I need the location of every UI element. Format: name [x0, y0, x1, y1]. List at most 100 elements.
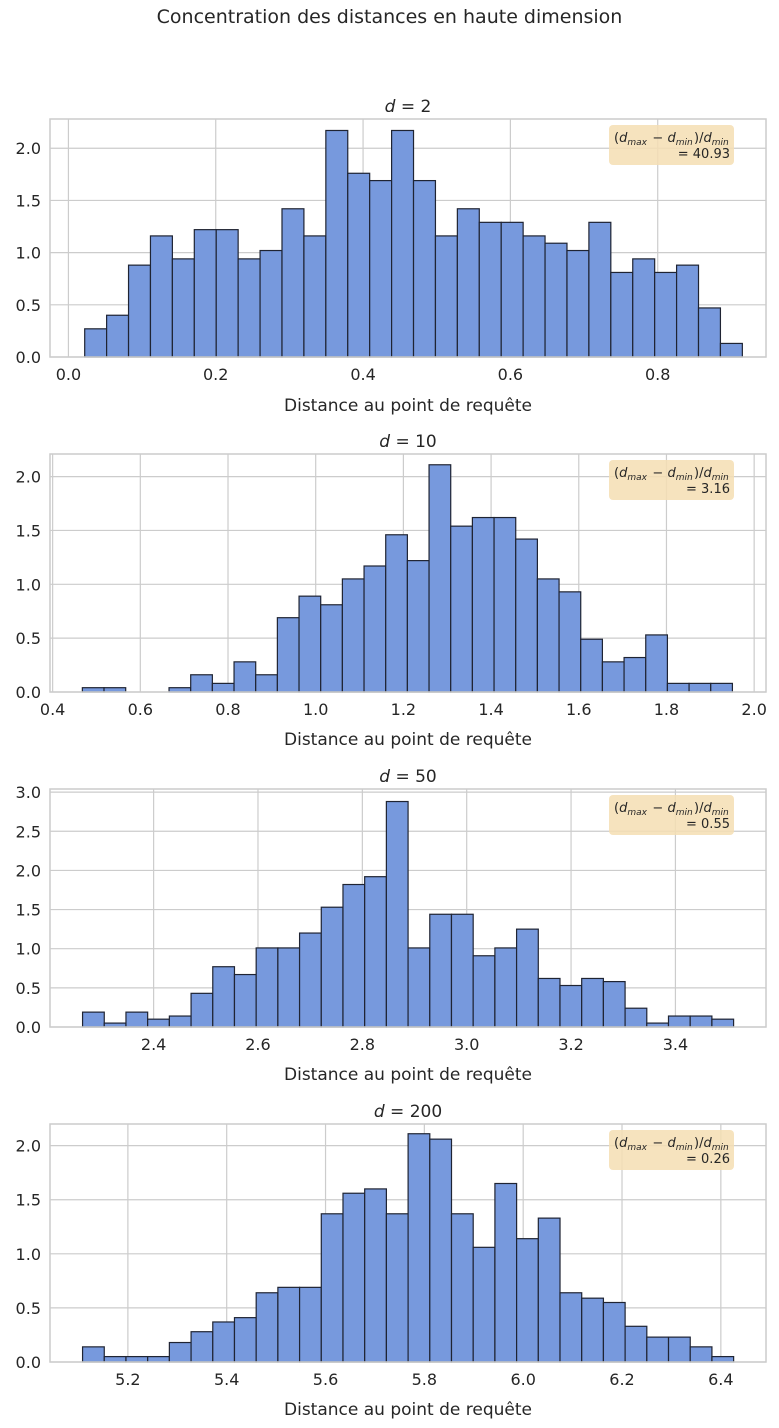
histogram-bar: [559, 984, 583, 1028]
histogram-bar: [342, 1192, 366, 1363]
histogram-bar: [298, 1286, 322, 1363]
x-tick-label: 6.4: [708, 1370, 733, 1389]
histogram-bar: [478, 221, 502, 358]
y-tick-label: 0.0: [16, 1018, 41, 1037]
histogram-bar: [190, 992, 214, 1028]
histogram-bar: [581, 1297, 605, 1363]
histogram-bar: [472, 955, 496, 1028]
x-tick-label: 3.4: [663, 1035, 688, 1054]
histogram-bar: [259, 249, 283, 358]
histogram-bar: [407, 1133, 431, 1363]
histogram-bar: [341, 578, 365, 693]
histogram-bar: [580, 638, 604, 693]
histogram-bar: [522, 235, 546, 358]
histogram-bar: [429, 1138, 453, 1363]
histogram-bar: [711, 1018, 735, 1028]
histogram-bar: [711, 1355, 735, 1363]
x-axis-label: Distance au point de requête: [284, 1065, 532, 1085]
x-tick-label: 6.2: [609, 1370, 634, 1389]
histogram-bar: [320, 604, 343, 693]
histogram-bar: [632, 258, 656, 358]
x-tick-label: 2.4: [141, 1035, 166, 1054]
histogram-bar: [450, 1213, 474, 1363]
x-tick-label: 0.6: [498, 365, 523, 384]
panel-title: d = 200: [374, 1102, 442, 1122]
histogram-bar: [537, 1217, 561, 1363]
histogram-bar: [667, 1015, 691, 1028]
histogram-bar: [81, 1011, 105, 1028]
x-tick-label: 0.4: [40, 700, 65, 719]
y-tick-label: 1.0: [16, 244, 41, 263]
histogram-bar: [125, 1011, 149, 1028]
histogram-bar: [500, 221, 524, 358]
histogram-bar: [494, 947, 518, 1028]
y-tick-label: 2.0: [16, 861, 41, 880]
histogram-bar: [369, 179, 393, 358]
y-tick-label: 2.0: [16, 468, 41, 487]
histogram-bar: [537, 977, 561, 1028]
histogram-bar: [320, 906, 344, 1028]
histogram-bar: [171, 258, 195, 358]
x-tick-label: 0.4: [350, 365, 375, 384]
histogram-bar: [233, 661, 257, 693]
histogram-bar: [646, 1336, 670, 1363]
histogram-bar: [471, 516, 495, 693]
y-tick-label: 1.5: [16, 1191, 41, 1210]
x-tick-label: 0.8: [645, 365, 670, 384]
y-tick-label: 0.0: [16, 1353, 41, 1372]
histogram-bar: [581, 977, 604, 1028]
histogram-bar: [298, 595, 322, 693]
axes-frame: [49, 788, 767, 1028]
histogram-bar: [588, 221, 612, 358]
x-tick-label: 3.0: [454, 1035, 479, 1054]
y-tick-label: 1.5: [16, 901, 41, 920]
annotation-formula: (dmax − dmin )/dmin: [614, 1136, 730, 1153]
x-axis-label: Distance au point de requête: [284, 396, 532, 416]
histogram-bar: [675, 264, 700, 358]
histogram-bar: [697, 307, 722, 358]
histogram-bar: [456, 208, 480, 358]
annotation-formula: (dmax − dmin )/dmin: [614, 801, 730, 818]
histogram-bar: [255, 1292, 279, 1363]
histogram-bar: [566, 249, 590, 358]
histogram-bar: [385, 1213, 409, 1363]
histogram-bar: [610, 271, 634, 358]
histogram-bar: [212, 1321, 236, 1363]
histogram-panel: 0.0 0.2 0.4 0.6 0.8 0.0 0.5 1.0 1.5 2.0 Distance a…: [16, 97, 767, 416]
x-tick-label: 1.6: [566, 700, 591, 719]
histogram-bar: [255, 674, 278, 693]
histogram-bar: [149, 235, 173, 358]
figure-title: Concentration des distances en haute dim…: [156, 6, 623, 28]
y-tick-label: 2.0: [16, 139, 41, 158]
histogram-bar: [624, 1007, 648, 1028]
histogram-bar: [624, 1325, 648, 1363]
panel-title: d = 2: [385, 97, 432, 117]
annotation-formula: (dmax − dmin )/dmin: [614, 131, 730, 148]
histogram-bar: [494, 1182, 518, 1363]
histogram-bar: [342, 883, 366, 1028]
panel-title: d = 50: [379, 767, 436, 787]
y-tick-label: 1.5: [16, 521, 41, 540]
histogram-bar: [168, 1015, 192, 1028]
x-tick-label: 5.6: [313, 1370, 338, 1389]
y-tick-label: 0.5: [16, 629, 41, 648]
histogram-bar: [536, 578, 560, 693]
y-tick-label: 0.5: [16, 1299, 41, 1318]
histogram-bar: [190, 1331, 214, 1363]
histogram-bar: [233, 973, 257, 1028]
histogram-bar: [215, 229, 239, 358]
histogram-bar: [193, 229, 217, 358]
y-tick-label: 1.5: [16, 191, 41, 210]
y-tick-label: 2.5: [16, 822, 41, 841]
annotation-value: = 0.55: [686, 817, 730, 832]
histogram-bar: [412, 179, 437, 358]
x-tick-label: 0.0: [56, 365, 81, 384]
histogram-bar: [645, 634, 669, 693]
annotation-formula: (dmax − dmin )/dmin: [614, 466, 730, 483]
x-tick-label: 1.8: [654, 700, 679, 719]
histogram-bar: [211, 682, 235, 693]
y-tick-label: 3.0: [16, 783, 41, 802]
histogram-bar: [364, 1188, 387, 1363]
histogram-bar: [428, 464, 452, 693]
